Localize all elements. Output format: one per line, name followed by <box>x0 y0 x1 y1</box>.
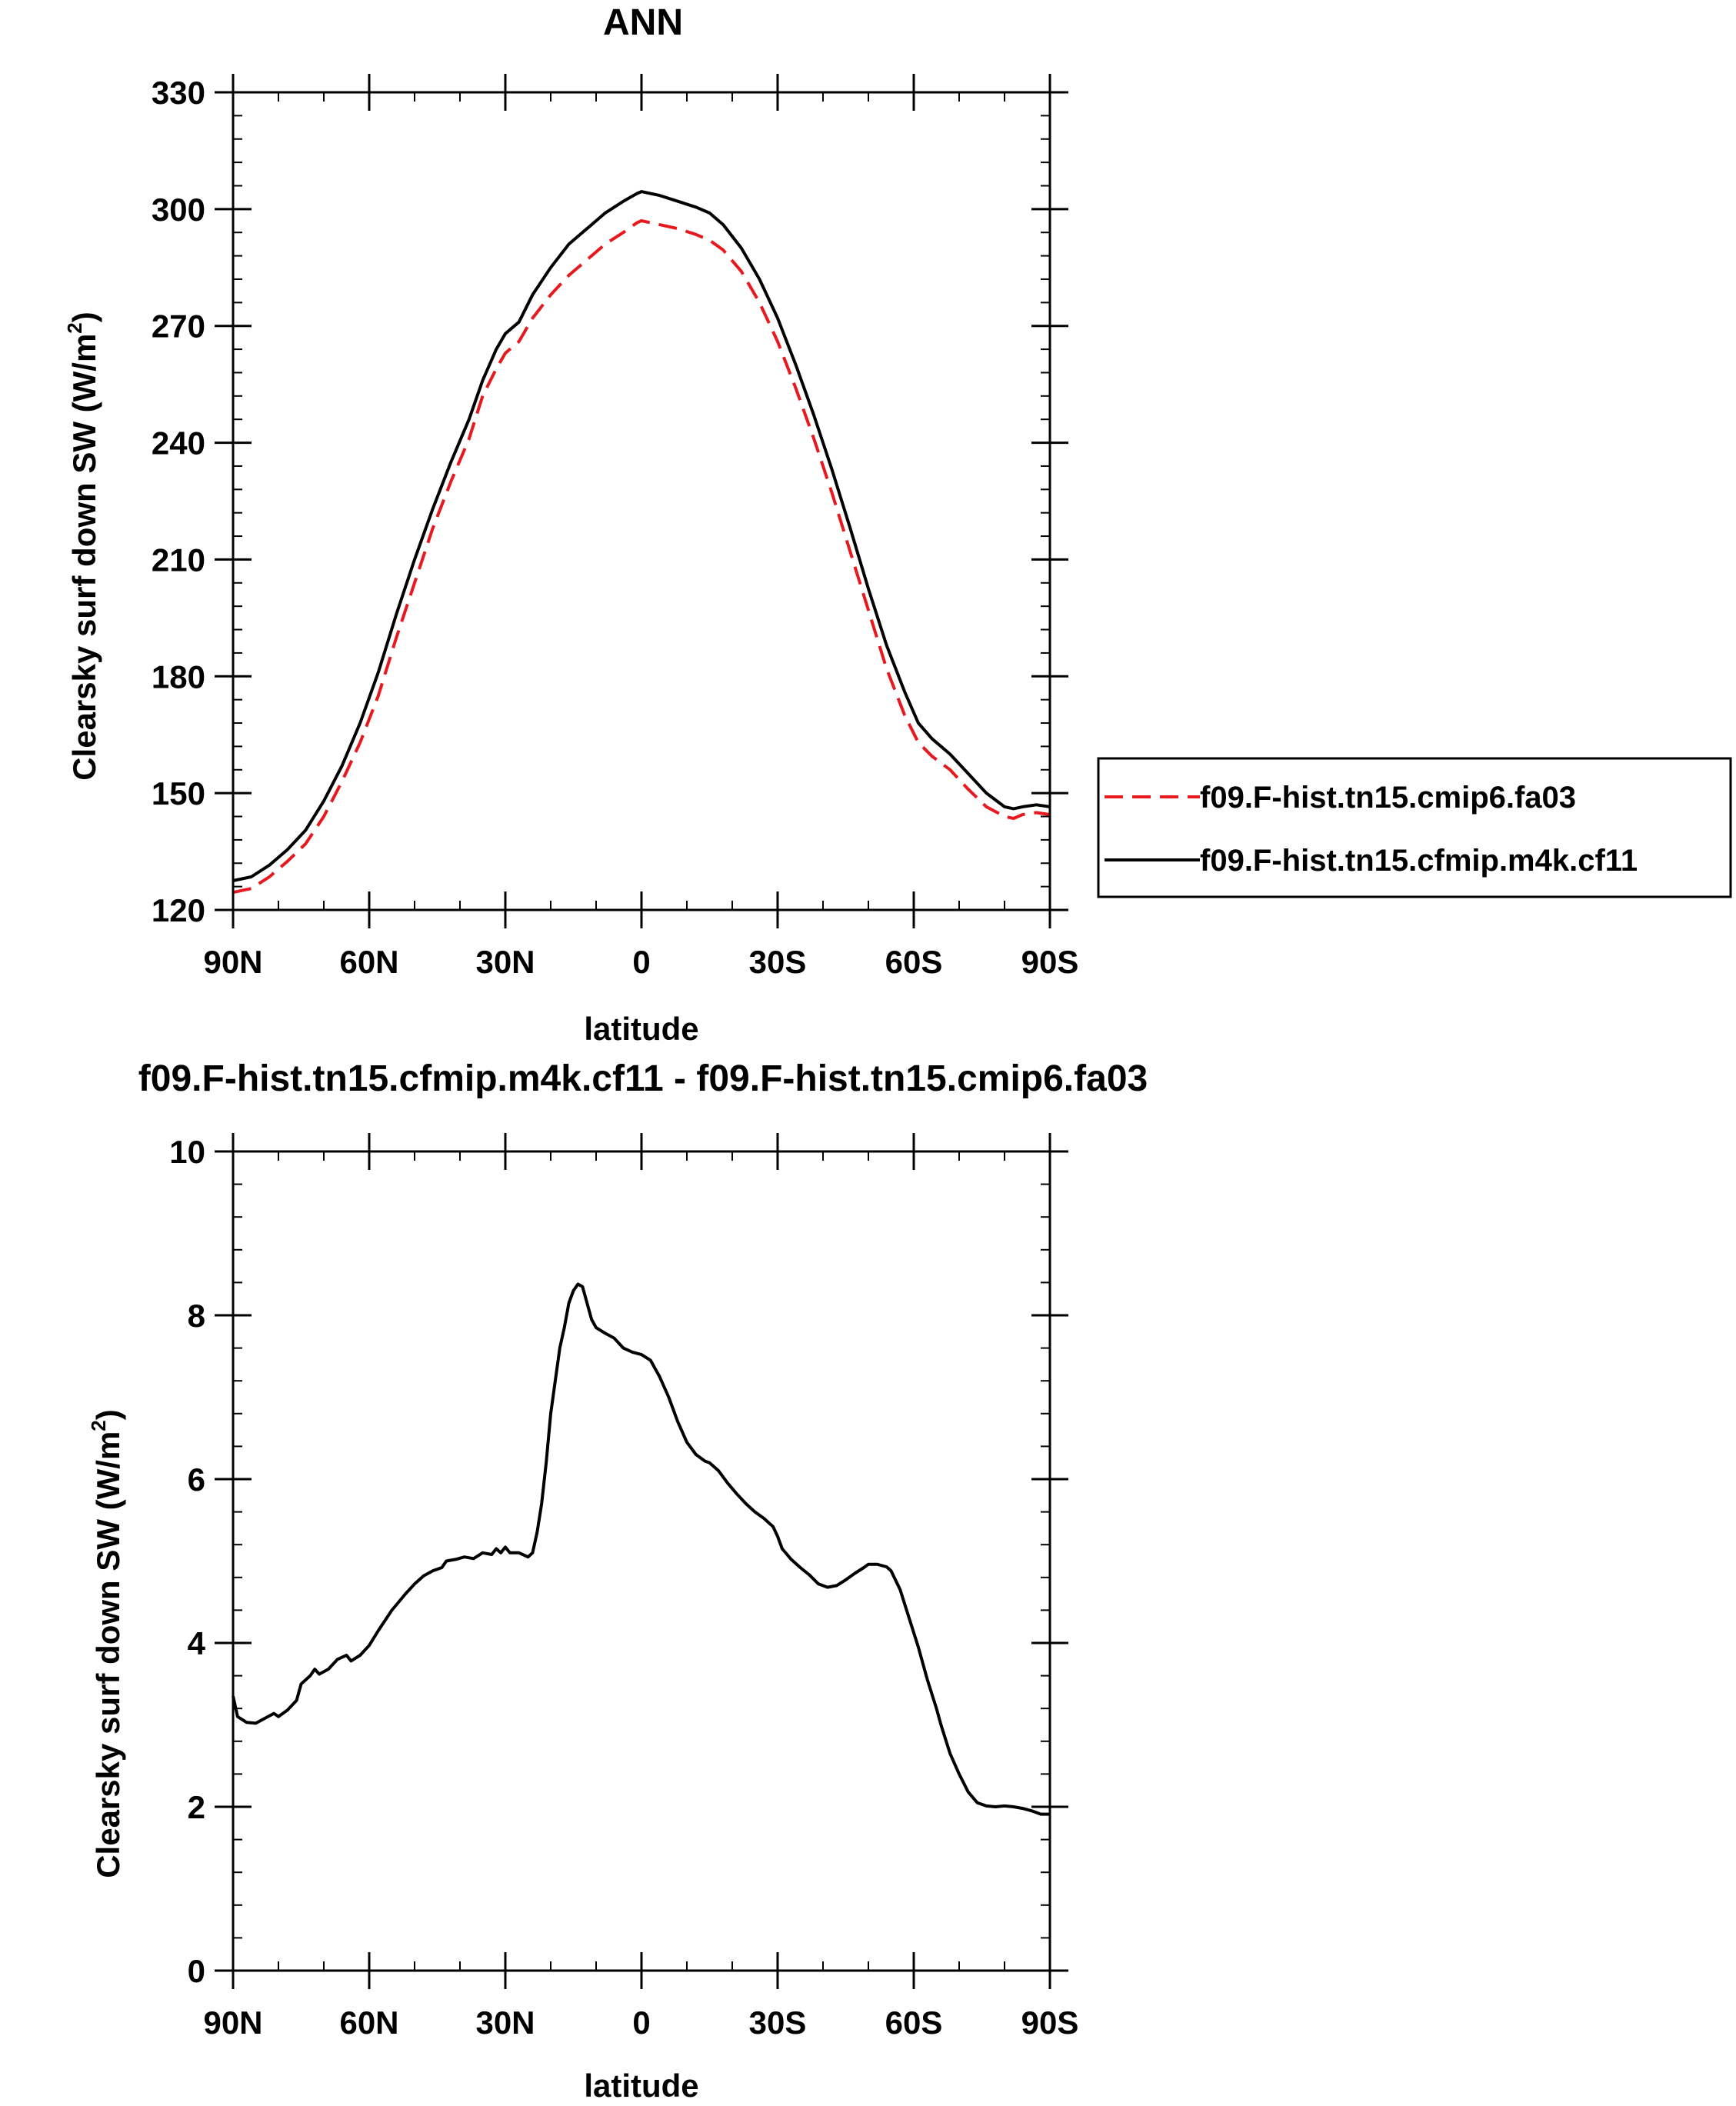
bottom-y-tick-labels: 0 2 4 6 8 10 <box>169 1134 205 1989</box>
bottom-chart-title: f09.F-hist.tn15.cfmip.m4k.cf11 - f09.F-h… <box>138 1058 1148 1099</box>
top-y-tick-labels: 120 150 180 210 240 270 300 330 <box>152 75 205 928</box>
top-x-tick-label: 30N <box>475 944 535 980</box>
bottom-x-tick-label: 60S <box>885 2004 943 2041</box>
bottom-x-tick-labels: 90N 60N 30N 0 30S 60S 90S <box>203 2004 1078 2041</box>
top-series-line-1 <box>232 190 1051 882</box>
top-chart-title: ANN <box>603 2 683 43</box>
bottom-ticks <box>215 1133 1068 1989</box>
panel-bottom: f09.F-hist.tn15.cfmip.m4k.cf11 - f09.F-h… <box>87 1058 1148 2104</box>
top-x-tick-labels: 90N 60N 30N 0 30S 60S 90S <box>203 944 1078 980</box>
bottom-y-tick-label: 4 <box>188 1625 206 1661</box>
top-x-tick-label: 60S <box>885 944 943 980</box>
top-x-tick-label: 30S <box>749 944 807 980</box>
bottom-y-axis-label-main: Clearsky surf down SW (W/m <box>90 1431 126 1878</box>
top-ticks <box>215 74 1068 928</box>
legend-box <box>1097 757 1732 898</box>
top-y-axis-label-close: ) <box>66 312 102 322</box>
bottom-x-tick-label: 90N <box>203 2004 262 2041</box>
bottom-y-axis-label-close: ) <box>90 1409 126 1420</box>
top-x-axis-label: latitude <box>584 1011 698 1047</box>
top-y-axis-label-main: Clearsky surf down SW (W/m <box>66 334 102 781</box>
top-x-tick-label: 90N <box>203 944 262 980</box>
panel-top: ANN 90N 60N 30N 0 30S 60S 90S 120 150 180 210 240 2… <box>63 2 1732 1047</box>
bottom-x-tick-label: 30N <box>475 2004 535 2041</box>
bottom-y-axis-label-sup: 2 <box>87 1420 110 1431</box>
bottom-x-tick-label: 60N <box>339 2004 398 2041</box>
bottom-y-tick-label: 2 <box>188 1789 205 1825</box>
bottom-series-group <box>232 1282 1050 1816</box>
bottom-y-tick-label: 8 <box>188 1298 205 1334</box>
bottom-plot-frame <box>232 1150 1051 1972</box>
top-x-tick-label: 0 <box>632 944 650 980</box>
legend-label-fa03: f09.F-hist.tn15.cmip6.fa03 <box>1200 781 1576 815</box>
legend-label-cf11: f09.F-hist.tn15.cfmip.m4k.cf11 <box>1200 844 1638 878</box>
bottom-x-axis-label: latitude <box>584 2068 698 2104</box>
top-y-tick-label: 270 <box>152 308 205 345</box>
bottom-x-tick-label: 0 <box>632 2004 650 2041</box>
bottom-series-line-0 <box>232 1282 1050 1816</box>
bottom-y-axis-label: Clearsky surf down SW (W/m2) <box>87 1409 126 1878</box>
bottom-y-tick-label: 10 <box>169 1134 205 1170</box>
top-series-group <box>232 190 1051 895</box>
bottom-x-tick-label: 30S <box>749 2004 807 2041</box>
top-y-tick-label: 180 <box>152 658 205 695</box>
top-x-tick-label: 60N <box>339 944 398 980</box>
top-y-tick-label: 300 <box>152 192 205 228</box>
top-y-tick-label: 210 <box>152 541 205 578</box>
bottom-y-tick-label: 6 <box>188 1461 205 1498</box>
bottom-x-tick-label: 90S <box>1021 2004 1079 2041</box>
top-plot-frame <box>232 91 1051 911</box>
legend: f09.F-hist.tn15.cmip6.fa03 f09.F-hist.tn… <box>1097 757 1732 898</box>
top-y-axis-label: Clearsky surf down SW (W/m2) <box>63 312 102 781</box>
top-y-tick-label: 240 <box>152 425 205 462</box>
top-series-line-0 <box>232 219 1051 895</box>
top-y-axis-label-sup: 2 <box>63 322 86 333</box>
top-x-tick-label: 90S <box>1021 944 1079 980</box>
top-y-tick-label: 330 <box>152 75 205 111</box>
bottom-y-tick-label: 0 <box>188 1953 205 1989</box>
top-y-tick-label: 120 <box>152 892 205 928</box>
top-y-tick-label: 150 <box>152 775 205 811</box>
